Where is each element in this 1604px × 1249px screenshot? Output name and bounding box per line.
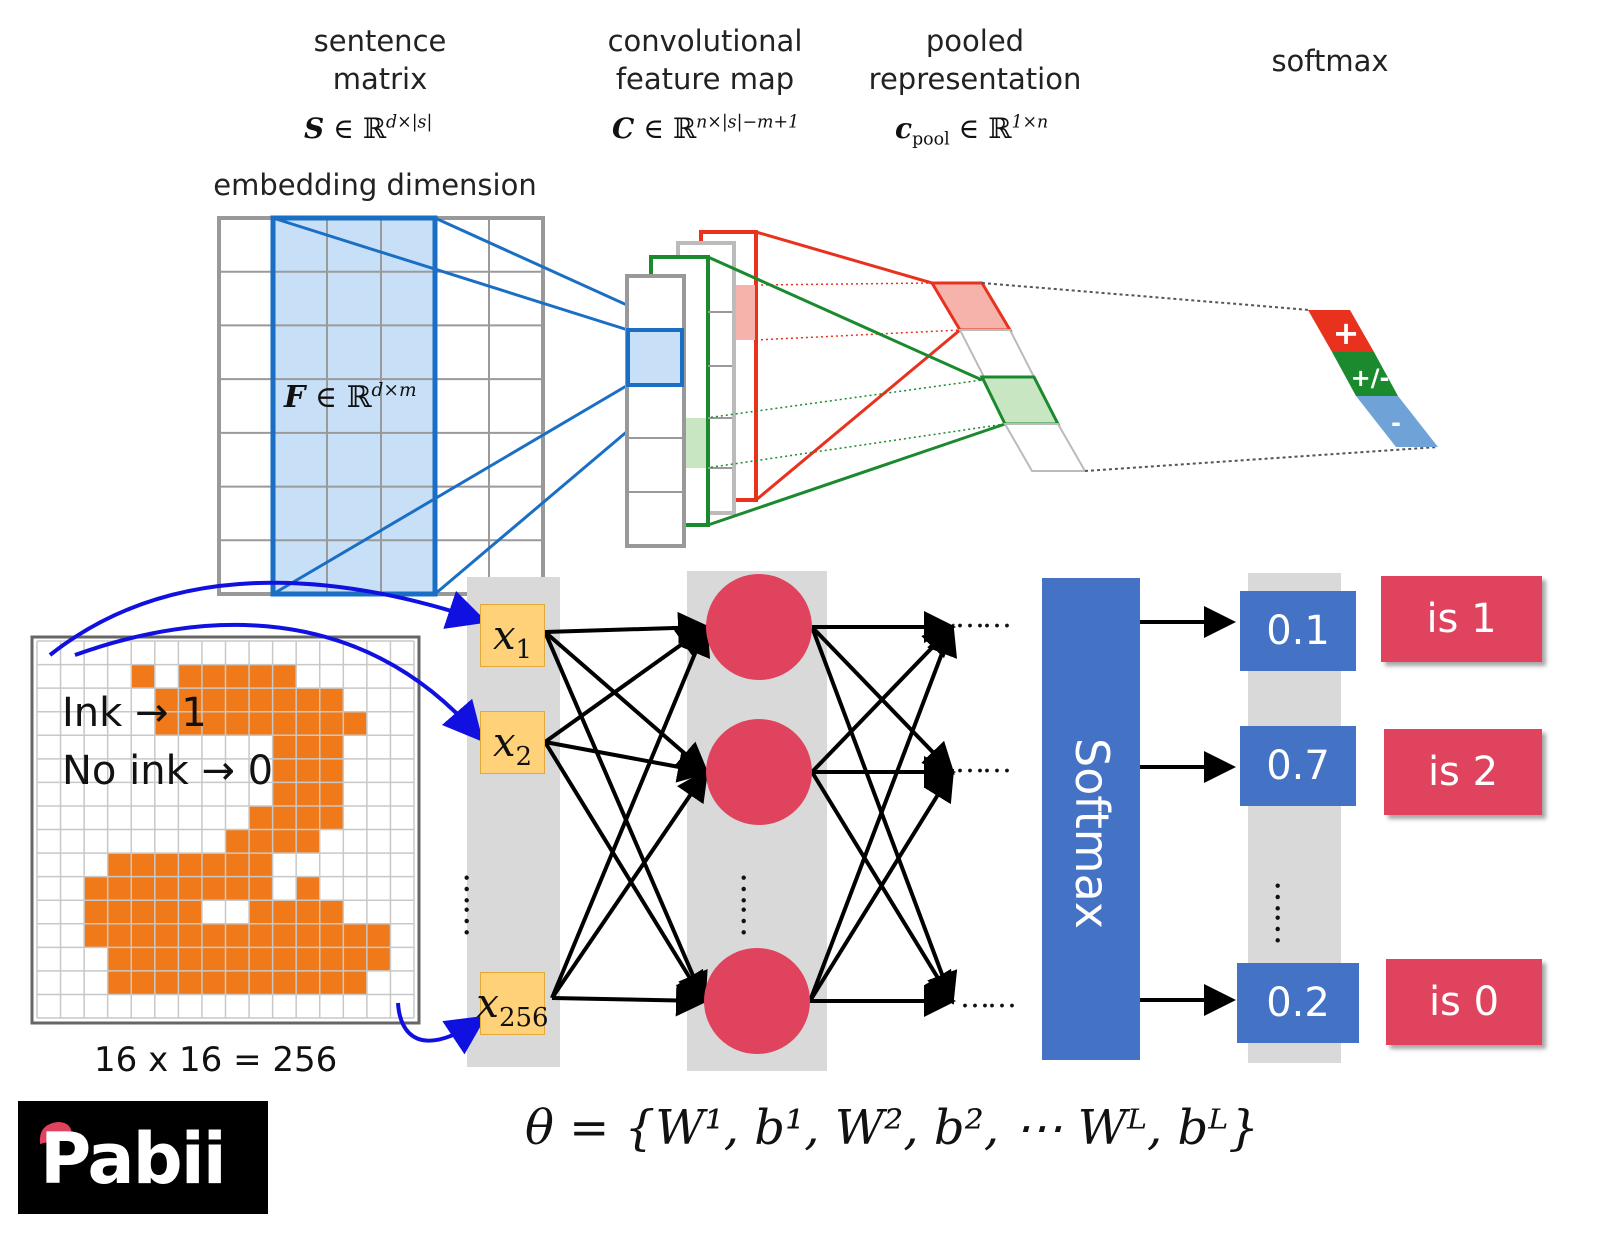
conv-map-line1: convolutional — [607, 24, 803, 58]
network-connections — [543, 611, 958, 1017]
output-prob-2: 0.7 — [1240, 726, 1356, 806]
softmax-cells — [1308, 310, 1438, 447]
output-vdots: …… — [1267, 880, 1307, 944]
ink-label: Ink → 1 — [62, 690, 207, 736]
input-sub: 2 — [515, 741, 533, 772]
theta-formula: θ = {W¹, b¹, W², b², ⋯ Wᴸ, bᴸ} — [525, 1100, 1259, 1156]
formula-var: S — [304, 112, 325, 145]
input-x256: x 256 — [476, 972, 549, 1035]
sentence-matrix-label: sentence matrix — [280, 22, 480, 98]
formula-sub: pool — [912, 129, 950, 150]
theta-eq: = — [569, 1100, 610, 1156]
class-label-1: is 1 — [1381, 576, 1542, 662]
softmax-block — [1042, 578, 1140, 1060]
formula-exp: d×|s| — [386, 112, 433, 133]
softmax-neutral-symbol: +/- — [1351, 364, 1390, 392]
hidden-node — [706, 574, 812, 680]
output-prob-3: 0.2 — [1237, 963, 1359, 1043]
pabii-logo — [18, 1101, 268, 1214]
sentence-matrix-formula: S ∈ ℝd×|s| — [304, 112, 433, 145]
conv-map-formula: C ∈ ℝn×|s|−m+1 — [612, 112, 800, 145]
conv-map-label: convolutional feature map — [600, 22, 810, 98]
layer-dots-3: …… — [960, 980, 1017, 1015]
grid-size-caption: 16 x 16 = 256 — [94, 1040, 338, 1080]
embedding-dimension-label: embedding dimension — [213, 168, 537, 202]
class-label-0: is 0 — [1386, 959, 1542, 1045]
filter-formula: F ∈ ℝd×m — [284, 380, 417, 415]
input-vdots: …… — [456, 872, 496, 936]
hidden-vdots: …… — [733, 872, 773, 936]
logo-mark-icon — [39, 1122, 72, 1144]
input-sub: 1 — [515, 634, 533, 665]
conv-map-line2: feature map — [615, 62, 795, 96]
theta-rhs: {W¹, b¹, W², b², ⋯ Wᴸ, bᴸ} — [624, 1100, 1259, 1156]
formula-set: ℝ — [988, 112, 1012, 145]
pooled-line1: pooled — [925, 24, 1025, 58]
sentence-matrix-line2: matrix — [332, 62, 428, 96]
sentence-matrix-grid — [217, 215, 545, 597]
green-pooling-lines — [705, 255, 1006, 527]
softmax-header-label: softmax — [1271, 44, 1389, 78]
pooled-label: pooled representation — [860, 22, 1090, 98]
red-pooling-lines — [755, 230, 961, 502]
formula-var: C — [612, 112, 635, 145]
formula-set: ℝ — [362, 112, 387, 145]
softmax-negative-cell — [1356, 396, 1438, 447]
vdots-text: …… — [733, 872, 773, 936]
vdots-text: …… — [1267, 880, 1307, 944]
theta-lhs: θ — [525, 1100, 554, 1156]
layer-dots-1: …… — [955, 600, 1012, 635]
hidden-nodes — [704, 574, 812, 1054]
filter-highlight — [273, 218, 435, 594]
input-var: x — [492, 719, 516, 766]
formula-exp: 1×n — [1011, 112, 1049, 133]
conv-cell-highlight — [626, 328, 684, 387]
softmax-block-label: Softmax — [1065, 738, 1119, 929]
softmax-positive-symbol: + — [1333, 314, 1360, 352]
pooled-formula: cpool ∈ ℝ1×n — [895, 112, 1049, 150]
logo-text: Pabii — [40, 1118, 227, 1200]
conv-feature-map-front — [625, 274, 686, 548]
class-label-2: is 2 — [1384, 729, 1542, 815]
filter-border — [270, 215, 438, 597]
softmax-to-output-arrows — [1140, 606, 1236, 1016]
hidden-node — [706, 719, 812, 825]
softmax-neutral-cell — [1332, 352, 1398, 396]
input-sub: 256 — [498, 1002, 549, 1033]
hidden-node — [704, 948, 810, 1054]
softmax-positive-cell — [1308, 310, 1374, 352]
formula-set: ℝ — [346, 380, 372, 415]
digit-image — [30, 635, 421, 1025]
vdots-text: …… — [456, 872, 496, 936]
noink-label: No ink → 0 — [62, 748, 274, 794]
formula-exp: d×m — [371, 380, 417, 401]
pooled-vector — [929, 281, 1087, 472]
layer-dots-2: …… — [955, 745, 1012, 780]
pixel-to-input-arrows — [48, 580, 488, 1055]
formula-exp: n×|s|−m+1 — [696, 112, 800, 133]
input-var: x — [492, 612, 516, 659]
formula-var: c — [895, 112, 913, 145]
sentence-matrix-line1: sentence — [313, 24, 447, 58]
pooled-line2: representation — [868, 62, 1082, 96]
softmax-negative-symbol: - — [1391, 409, 1401, 437]
softmax-connector-lines — [981, 282, 1439, 472]
input-var: x — [476, 980, 499, 1027]
output-prob-1: 0.1 — [1240, 591, 1356, 671]
formula-var: F — [284, 380, 306, 415]
formula-set: ℝ — [672, 112, 697, 145]
